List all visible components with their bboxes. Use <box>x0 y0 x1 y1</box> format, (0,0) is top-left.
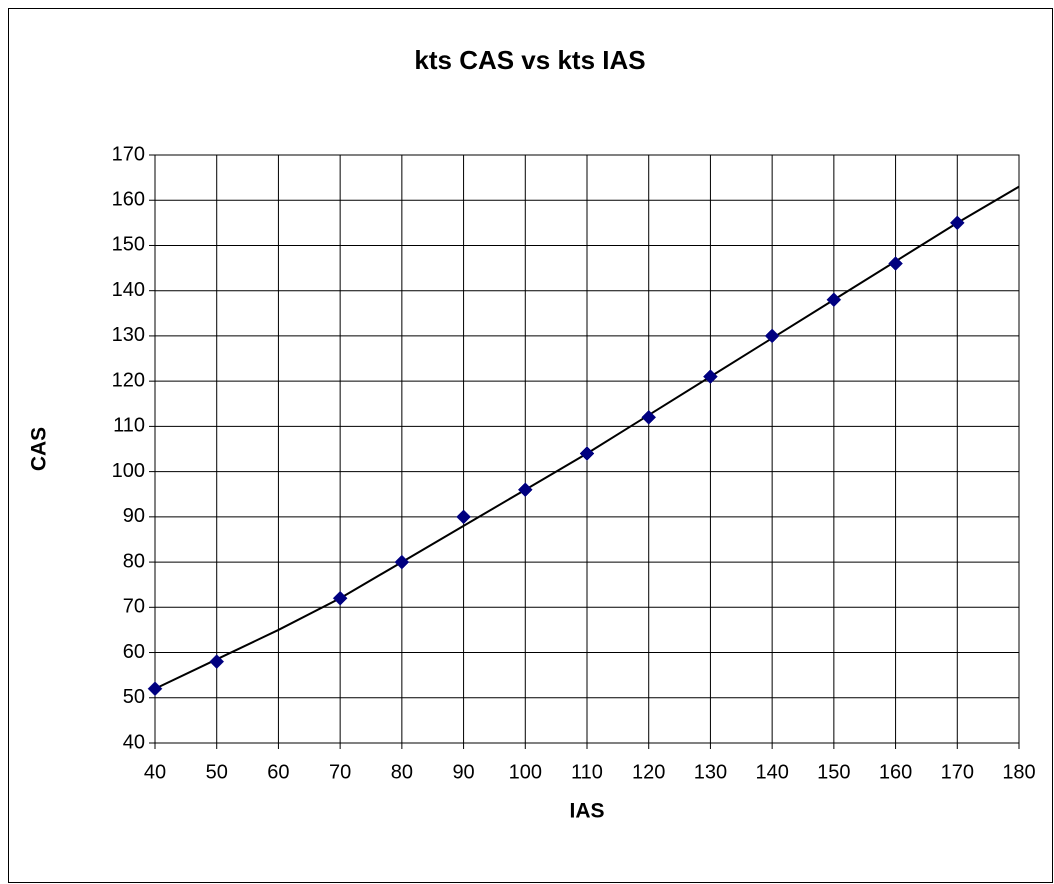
data-point <box>332 590 348 606</box>
data-point <box>949 215 965 231</box>
data-point <box>703 369 718 384</box>
y-axis-title: CAS <box>28 427 51 471</box>
x-tick-label: 50 <box>206 761 228 783</box>
x-tick-label: 140 <box>755 761 788 783</box>
y-tick-label: 170 <box>112 143 145 165</box>
y-tick-label: 90 <box>123 505 145 527</box>
data-point <box>209 654 225 669</box>
x-tick-label: 70 <box>329 761 351 783</box>
x-tick-label: 150 <box>817 761 850 783</box>
y-tick-label: 160 <box>112 189 145 211</box>
x-tick-label: 80 <box>391 761 413 783</box>
y-tick-label: 100 <box>112 460 145 482</box>
y-tick-label: 40 <box>123 731 145 753</box>
plot-border <box>154 154 1020 744</box>
data-point <box>888 256 903 271</box>
x-tick-label: 60 <box>267 761 289 783</box>
y-tick-label: 60 <box>123 641 145 663</box>
x-tick-label: 170 <box>941 761 974 783</box>
y-tick-label: 80 <box>123 550 145 572</box>
data-point <box>147 681 163 697</box>
y-tick-label: 110 <box>113 415 145 437</box>
x-tick-label: 180 <box>1002 761 1035 783</box>
data-point <box>456 509 471 525</box>
data-point <box>517 482 533 498</box>
y-tick-label: 150 <box>112 234 145 256</box>
x-tick-label: 130 <box>694 761 727 783</box>
y-tick-label: 70 <box>123 596 145 618</box>
data-point <box>641 409 657 425</box>
data-point <box>394 554 410 570</box>
x-tick-label: 160 <box>879 761 912 783</box>
x-tick-label: 40 <box>144 761 166 783</box>
y-tick-label: 130 <box>112 324 145 346</box>
x-tick-label: 100 <box>509 761 542 783</box>
y-tick-label: 120 <box>112 369 145 391</box>
y-tick-label: 50 <box>123 686 145 708</box>
x-axis-title: IAS <box>569 800 604 823</box>
x-tick-label: 120 <box>632 761 665 783</box>
data-point <box>579 446 595 461</box>
data-point <box>826 292 842 308</box>
chart-title: kts CAS vs kts IAS <box>414 45 645 75</box>
data-point <box>764 328 780 344</box>
y-tick-label: 140 <box>112 279 145 301</box>
x-tick-label: 110 <box>571 761 603 783</box>
x-tick-label: 90 <box>452 761 474 783</box>
chart-border <box>8 8 1053 883</box>
